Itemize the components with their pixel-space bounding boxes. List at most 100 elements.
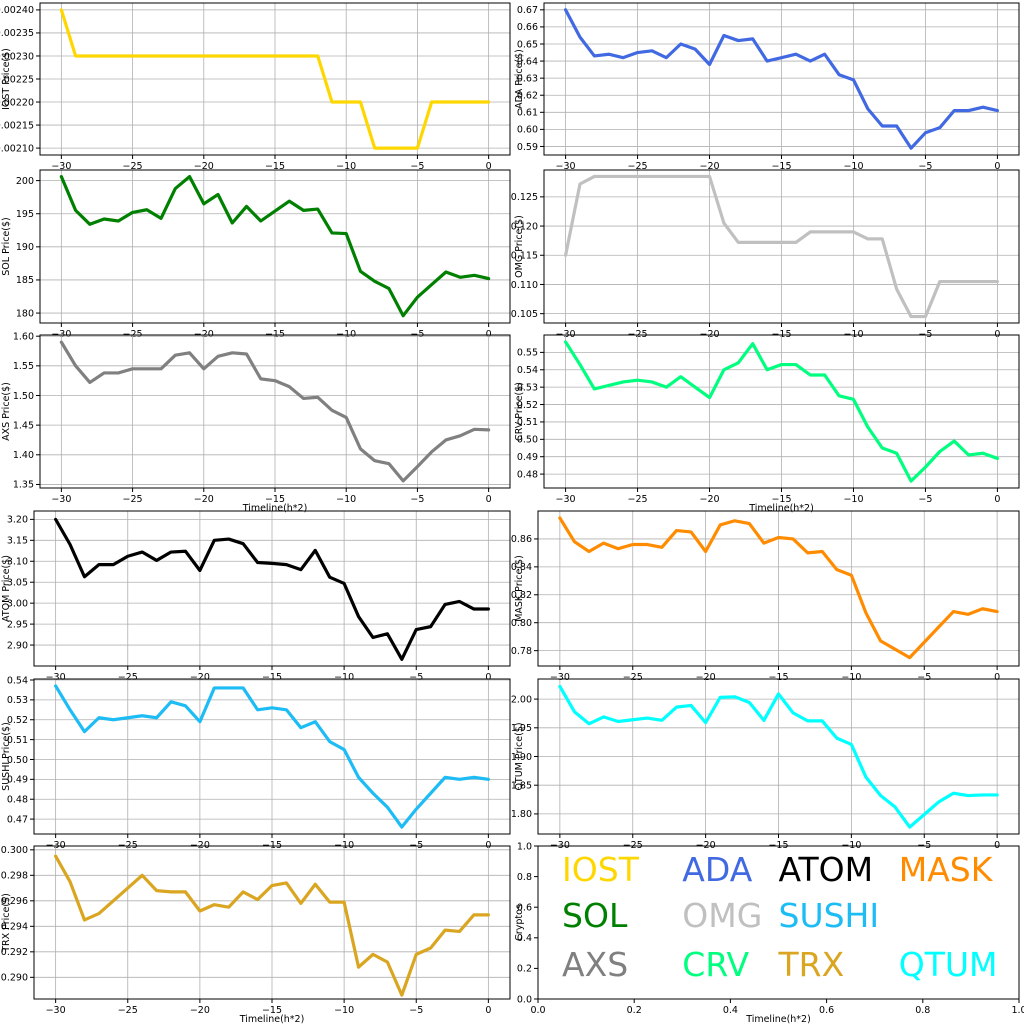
trx-ytick-label: 0.300 <box>1 845 28 856</box>
legend-chart: IOST ADA ATOM MASK SOL OMG SUSHI AXS CRV TRX QTUM 0… <box>514 841 1024 1024</box>
sushi-ytick-label: 0.50 <box>7 755 28 766</box>
legend-xtick-label: 0.2 <box>627 1005 642 1016</box>
trx-xtick-label: −5 <box>409 1005 423 1016</box>
trx-xtick-label: −25 <box>118 1005 138 1016</box>
atom-ytick-label: 3.15 <box>7 536 28 547</box>
sushi-ytick-label: 0.51 <box>7 735 28 746</box>
ada-ytick-label: 0.65 <box>517 39 538 50</box>
crv-ytick-label: 0.51 <box>517 417 538 428</box>
legend-frame <box>537 845 1020 1000</box>
crv-xtick-label: −30 <box>556 494 576 505</box>
mask-xtick-label: −20 <box>696 672 716 683</box>
sol-ytick-label: 200 <box>16 176 34 187</box>
ada-xtick-label: −20 <box>699 161 719 172</box>
ada-ytick-label: 0.60 <box>517 125 538 136</box>
iost-xtick-label: 0 <box>486 161 492 172</box>
atom-ytick-label: 2.95 <box>7 619 28 630</box>
iost-chart: −30 −25 −20 −15 −10 −5 0 0.00210 0.00215 0.00220 0… <box>0 2 511 172</box>
sushi-chart: −30 −25 −20 −15 −10 −5 0 0.47 0.48 0.49 0.50 0.51 0.… <box>1 675 511 851</box>
ada-ytick-label: 0.61 <box>517 108 538 119</box>
atom-xtick-label: −20 <box>190 672 210 683</box>
legend-xlabel: Timeline(h*2) <box>745 1014 811 1024</box>
crv-ytick-label: 0.49 <box>517 452 538 463</box>
crv-xtick-label: −20 <box>699 494 719 505</box>
iost-ytick-label: 0.00215 <box>0 120 34 131</box>
mask-xtick-label: −5 <box>917 672 931 683</box>
ada-ytick-label: 0.66 <box>517 22 538 33</box>
sushi-ytick-label: 0.53 <box>7 695 28 706</box>
crv-ylabel: CRV Price($) <box>514 382 525 441</box>
crv-ytick-label: 0.50 <box>517 435 538 446</box>
qtum-chart: −30 −25 −20 −15 −10 −5 01.801.851.901.952.00QT… <box>511 678 1020 851</box>
mask-ylabel: MASK Price($) <box>514 555 525 622</box>
iost-ytick-label: 0.00240 <box>0 5 34 16</box>
trx-xtick-label: −20 <box>190 1005 210 1016</box>
iost-ytick-label: 0.00235 <box>0 28 34 39</box>
legend-xtick-label: 0.0 <box>530 1005 545 1016</box>
crv-xtick-label: 0 <box>994 494 1000 505</box>
trx-xtick-label: −15 <box>262 1005 282 1016</box>
trx-ytick-label: 0.294 <box>1 922 28 933</box>
sushi-ytick-label: 0.54 <box>7 675 28 686</box>
ada-ytick-label: 0.62 <box>517 91 538 102</box>
legend-iost: IOST <box>562 850 640 889</box>
mask-xtick-label: 0 <box>994 672 1000 683</box>
atom-xtick-label: −10 <box>334 672 354 683</box>
iost-xtick-label: −30 <box>51 161 71 172</box>
sol-ytick-label: 180 <box>16 308 34 319</box>
axs-ytick-label: 1.60 <box>13 331 34 342</box>
mask-xtick-label: −10 <box>841 672 861 683</box>
atom-xtick-label: 0 <box>485 672 491 683</box>
ada-xtick-label: −10 <box>843 161 863 172</box>
ada-ytick-label: 0.64 <box>517 56 538 67</box>
legend-sol: SOL <box>562 896 628 935</box>
iost-xtick-label: −10 <box>336 161 356 172</box>
trx-ytick-label: 0.298 <box>1 871 28 882</box>
atom-ytick-label: 3.05 <box>7 578 28 589</box>
atom-xtick-label: −25 <box>118 672 138 683</box>
iost-ytick-label: 0.00220 <box>0 97 34 108</box>
axs-ytick-label: 1.55 <box>13 361 34 372</box>
iost-ytick-label: 0.00225 <box>0 74 34 85</box>
trx-ylabel: TRX Price($) <box>1 893 12 953</box>
legend-ada: ADA <box>682 850 752 889</box>
iost-ytick-label: 0.00230 <box>0 51 34 62</box>
sol-ylabel: SOL Price($) <box>1 217 12 275</box>
legend-qtum: QTUM <box>899 945 998 984</box>
mask-ytick-label: 0.82 <box>511 590 532 601</box>
atom-xtick-label: −15 <box>262 672 282 683</box>
ada-ytick-label: 0.59 <box>517 142 538 153</box>
omg-ytick-label: 0.125 <box>511 192 538 203</box>
qtum-ytick-label: 1.85 <box>511 781 532 792</box>
mask-xtick-label: −30 <box>550 672 570 683</box>
mask-ytick-label: 0.80 <box>511 618 532 629</box>
axs-xtick-label: −30 <box>51 494 71 505</box>
iost-ytick-label: 0.00210 <box>0 143 34 154</box>
legend-omg: OMG <box>682 896 762 935</box>
iost-xtick-label: −20 <box>194 161 214 172</box>
legend-xtick-label: 0.6 <box>819 1005 834 1016</box>
omg-ytick-label: 0.115 <box>511 251 538 262</box>
axs-xtick-label: −25 <box>123 494 143 505</box>
trx-xtick-label: −10 <box>334 1005 354 1016</box>
mask-chart: −30 −25 −20 −15 −10 −5 0 0.78 0.80 0.82 0.84 0.86 MA… <box>511 510 1020 683</box>
omg-chart: −30 −25 −20 −15 −10 −5 00.1050.1100.1150.1200.… <box>511 169 1020 340</box>
mask-xtick-label: −25 <box>623 672 643 683</box>
mask-ytick-label: 0.84 <box>511 562 532 573</box>
axs-ytick-label: 1.50 <box>13 391 34 402</box>
trx-chart: −30 −25 −20 −15 −10 −5 0 0.290 0.292 0.294 0.296 0.… <box>1 845 511 1024</box>
axs-chart: −30 −25 −20 −15 −10 −5 0 1.35 1.40 1.45 1.50 1.55 1.… <box>1 331 511 514</box>
legend-ytick-label: 0.8 <box>517 872 532 883</box>
legend-atom: ATOM <box>779 850 874 889</box>
iost-ylabel: IOST Price($) <box>1 48 12 110</box>
sol-ytick-label: 195 <box>16 209 34 220</box>
axs-ytick-label: 1.40 <box>13 450 34 461</box>
crv-ytick-label: 0.53 <box>517 382 538 393</box>
crv-xtick-label: −15 <box>771 494 791 505</box>
qtum-ytick-label: 1.95 <box>511 723 532 734</box>
crv-xtick-label: −25 <box>628 494 648 505</box>
ada-xtick-label: −15 <box>771 161 791 172</box>
sushi-ylabel: SUSHI Price($) <box>1 722 12 791</box>
